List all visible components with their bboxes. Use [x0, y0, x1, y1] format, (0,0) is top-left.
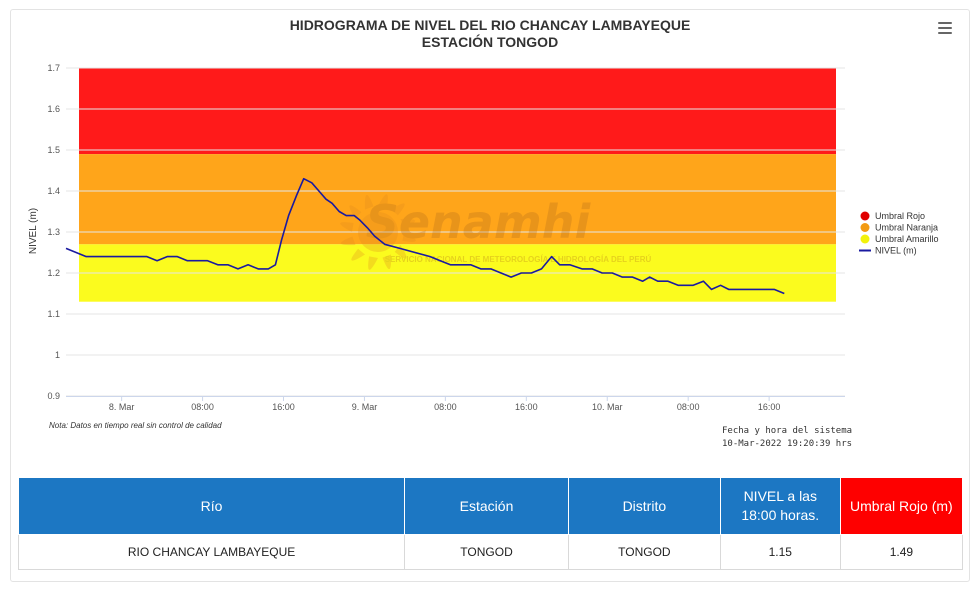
y-tick-label: 1.3 — [47, 227, 60, 237]
y-tick-label: 1.7 — [47, 63, 60, 73]
legend-marker — [860, 211, 870, 221]
legend-item-label: Umbral Rojo — [875, 211, 925, 221]
sun-ray — [382, 254, 392, 270]
cell-rio: RIO CHANCAY LAMBAYEQUE — [17, 534, 406, 570]
header-distrito: Distrito — [567, 477, 721, 535]
sun-ray — [402, 232, 416, 242]
x-tick-label: 10. Mar — [592, 402, 623, 412]
system-time-value: 10-Mar-2022 19:20:39 hrs — [722, 439, 852, 449]
y-tick-label: 0.9 — [47, 391, 60, 401]
band-umbral-naranja — [79, 154, 836, 245]
data-quality-note: Nota: Datos en tiempo real sin control d… — [49, 421, 222, 430]
series-line-nivel — [65, 177, 785, 295]
sun-core — [358, 212, 398, 252]
x-tick-label: 16:00 — [758, 402, 781, 412]
y-tick-label: 1.1 — [47, 309, 60, 319]
watermark-tagline: SERVICIO NACIONAL DE METEOROLOGÍA E HIDR… — [385, 255, 652, 264]
sun-ray — [340, 236, 356, 246]
hydrograph-chart: HIDROGRAMA DE NIVEL DEL RIO CHANCAY LAMB… — [28, 17, 939, 449]
x-tick-label: 8. Mar — [109, 402, 135, 412]
cell-estacion: TONGOD — [404, 534, 569, 570]
station-table: Río Estación Distrito NIVEL a las 18:00 … — [17, 477, 964, 570]
header-umbral-rojo: Umbral Rojo (m) — [839, 477, 964, 535]
x-tick-label: 08:00 — [677, 402, 700, 412]
sun-ray — [400, 218, 416, 228]
sun-ray — [368, 256, 378, 270]
y-tick-label: 1.5 — [47, 145, 60, 155]
legend-marker — [860, 223, 870, 232]
legend-marker — [860, 234, 870, 244]
legend-item-label: Umbral Amarillo — [875, 234, 939, 244]
sun-ray — [351, 248, 365, 261]
legend-item-label: Umbral Naranja — [875, 223, 938, 233]
y-axis-label: NIVEL (m) — [28, 208, 39, 254]
sun-ray — [340, 222, 354, 232]
system-time-label: Fecha y hora del sistema — [722, 426, 852, 436]
legend-item-label: NIVEL (m) — [875, 246, 917, 256]
x-tick-label: 16:00 — [515, 402, 538, 412]
x-tick-label: 9. Mar — [352, 402, 378, 412]
header-estacion: Estación — [404, 477, 569, 535]
chart-title: HIDROGRAMA DE NIVEL DEL RIO CHANCAY LAMB… — [290, 17, 691, 33]
header-rio: Río — [17, 477, 406, 535]
watermark-brand: Senamhi — [366, 195, 592, 249]
sun-ray — [378, 194, 388, 208]
cell-nivel: 1.15 — [719, 534, 841, 570]
y-tick-label: 1.2 — [47, 268, 60, 278]
y-tick-label: 1.4 — [47, 186, 60, 196]
sun-ray — [391, 203, 405, 216]
y-tick-label: 1 — [55, 350, 60, 360]
x-tick-label: 08:00 — [434, 402, 457, 412]
menu-icon[interactable] — [938, 22, 952, 34]
cell-distrito: TONGOD — [567, 534, 721, 570]
sun-ray — [349, 205, 362, 219]
header-nivel: NIVEL a las 18:00 horas. — [719, 477, 841, 535]
x-tick-label: 08:00 — [191, 402, 214, 412]
y-tick-label: 1.6 — [47, 104, 60, 114]
chart-subtitle: ESTACIÓN TONGOD — [422, 33, 558, 50]
band-umbral-rojo — [79, 68, 836, 155]
sun-ray — [364, 194, 374, 210]
x-tick-label: 16:00 — [272, 402, 295, 412]
cell-umbral-rojo: 1.49 — [839, 534, 964, 570]
table-row: RIO CHANCAY LAMBAYEQUE TONGOD TONGOD 1.1… — [17, 534, 964, 570]
table-header-row: Río Estación Distrito NIVEL a las 18:00 … — [17, 477, 964, 535]
